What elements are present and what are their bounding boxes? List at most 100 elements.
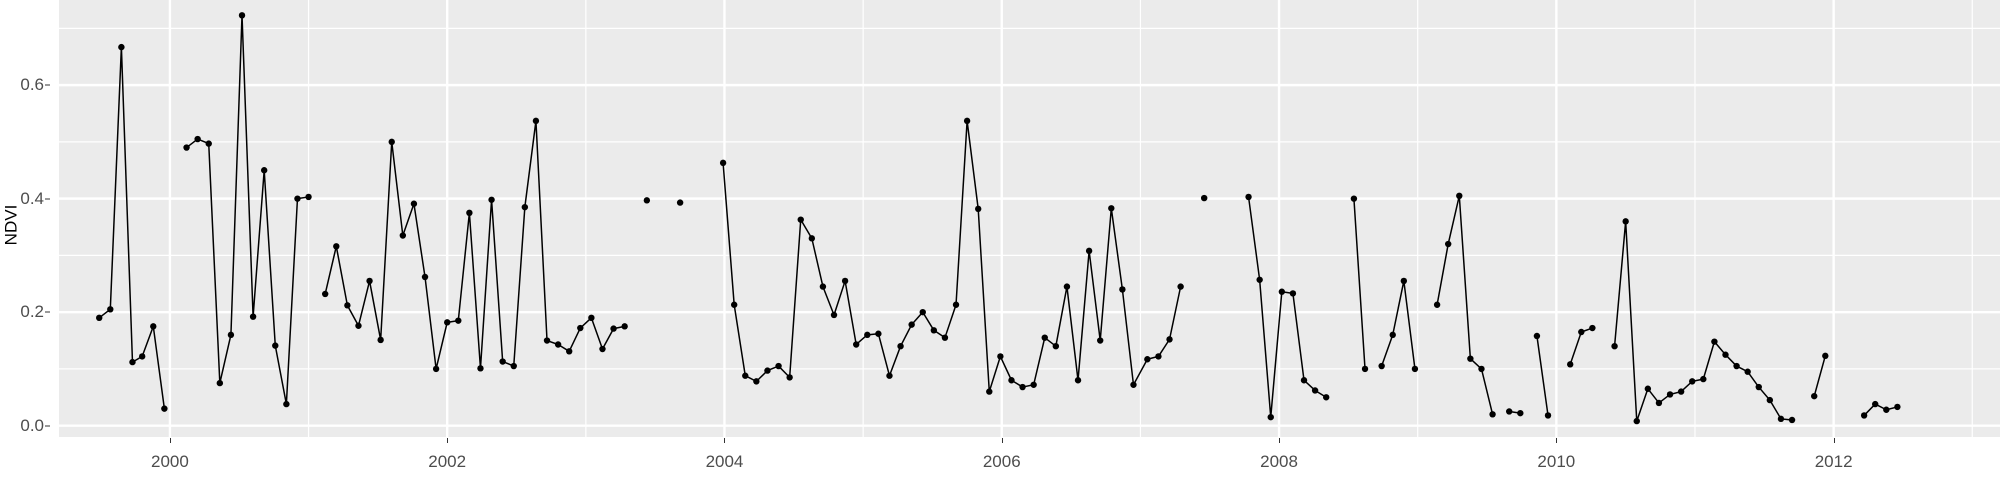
data-point	[1467, 355, 1474, 362]
data-point	[1063, 283, 1071, 290]
data-point	[1300, 377, 1308, 384]
data-point	[366, 277, 373, 285]
data-point	[1506, 408, 1513, 415]
data-point	[897, 342, 904, 350]
data-point	[554, 341, 562, 348]
data-point	[1711, 338, 1718, 345]
data-point	[1008, 377, 1015, 384]
data-point	[1533, 332, 1541, 340]
data-point	[1144, 356, 1151, 363]
data-point	[919, 308, 926, 316]
data-point	[1085, 247, 1093, 255]
series-line-path	[98, 14, 1899, 422]
data-point	[194, 135, 201, 143]
data-point	[1108, 205, 1115, 212]
data-point	[1256, 276, 1263, 283]
data-point	[786, 374, 793, 381]
data-point	[521, 203, 529, 211]
x-tick-label: 2010	[1537, 452, 1576, 471]
data-point	[1323, 394, 1330, 401]
data-point	[1883, 406, 1890, 413]
data-point	[730, 301, 738, 308]
data-point	[610, 325, 617, 332]
y-tick-label: 0.2	[20, 302, 44, 322]
plot-panel	[59, 0, 2000, 437]
y-tick-label: 0.6	[20, 75, 44, 95]
data-point	[183, 144, 190, 151]
y-tick-label: 0.0	[20, 415, 44, 435]
data-point	[1755, 383, 1762, 391]
data-point	[355, 322, 362, 329]
data-point	[1644, 385, 1652, 392]
data-point	[875, 330, 882, 337]
data-point	[797, 216, 804, 223]
data-point	[719, 159, 727, 167]
data-point	[543, 337, 551, 344]
data-point	[1689, 378, 1696, 385]
data-point	[1655, 399, 1663, 407]
data-point	[283, 400, 290, 408]
data-point	[333, 243, 340, 250]
data-point	[499, 358, 506, 365]
series-segment	[1247, 196, 1327, 418]
series-segment	[1380, 280, 1416, 370]
series-segment	[324, 120, 626, 370]
data-point	[1622, 218, 1629, 225]
data-point	[1578, 328, 1585, 336]
data-point	[107, 306, 114, 313]
x-tick-label: 2004	[705, 452, 744, 471]
data-point	[305, 193, 312, 201]
data-point	[1489, 411, 1496, 418]
data-point	[753, 378, 760, 385]
data-point	[1744, 368, 1751, 375]
data-point	[1074, 377, 1082, 384]
data-point	[138, 353, 146, 360]
data-point	[930, 327, 938, 334]
x-tick-mark	[1833, 438, 1835, 443]
y-tick-label: 0.4	[20, 188, 44, 208]
data-point	[510, 362, 517, 370]
data-point	[1097, 337, 1104, 344]
data-point	[1389, 331, 1396, 339]
data-point	[742, 372, 749, 379]
data-point	[488, 196, 495, 203]
data-point	[377, 336, 384, 344]
x-tick-mark	[1556, 438, 1558, 443]
x-tick-label: 2012	[1814, 452, 1853, 471]
data-point	[227, 331, 235, 339]
data-point	[1361, 365, 1369, 373]
data-point	[963, 117, 971, 125]
data-point	[643, 197, 651, 204]
data-point	[249, 313, 257, 320]
x-axis-tick-labels: 2000 2002 2004 2006 2008 2010 2012	[0, 438, 2000, 498]
data-point	[841, 277, 849, 285]
data-point	[975, 205, 982, 213]
data-point	[1445, 240, 1452, 248]
data-point	[455, 317, 462, 324]
x-tick-mark	[1279, 438, 1281, 443]
data-point	[1666, 391, 1674, 398]
data-point	[1544, 412, 1552, 419]
series-segment	[1353, 197, 1366, 370]
data-point	[1517, 409, 1524, 417]
series-segment	[1536, 335, 1549, 417]
data-point	[577, 324, 584, 332]
y-axis-tick-labels: 0.0 0.2 0.4 0.6	[0, 0, 52, 450]
data-point	[1400, 277, 1408, 285]
data-point	[294, 195, 301, 202]
data-point	[1700, 375, 1707, 383]
data-point	[1166, 336, 1173, 343]
data-point	[819, 283, 827, 290]
data-point	[1766, 396, 1774, 404]
data-point	[986, 388, 993, 395]
x-tick-label: 2006	[982, 452, 1021, 471]
data-point	[1589, 324, 1596, 332]
data-point	[1350, 195, 1358, 202]
data-point	[588, 314, 595, 322]
data-point	[1456, 192, 1463, 199]
data-point	[1311, 387, 1319, 394]
x-tick-mark	[724, 438, 726, 443]
data-point	[205, 140, 212, 147]
data-point	[952, 301, 960, 308]
